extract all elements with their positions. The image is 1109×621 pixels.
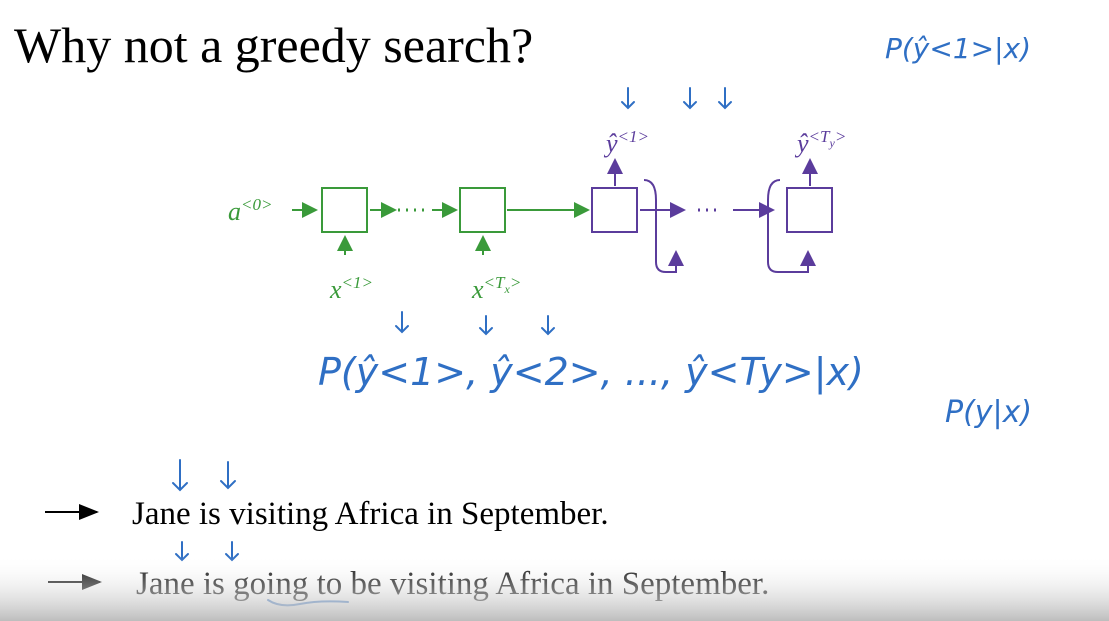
label-y1: ŷ<1>: [603, 127, 649, 158]
handwritten-note: P(ŷ<1>, ŷ<2>, ..., ŷ<Ty>|x): [318, 350, 864, 395]
label-sup: <1>: [618, 127, 649, 146]
encoder-cell: [321, 187, 368, 233]
label-sup: >: [835, 127, 846, 146]
label-xT: x<Tx>: [471, 273, 521, 304]
handwritten-note: P(y|x): [945, 395, 1032, 430]
label-sup: <1>: [342, 273, 373, 292]
label-sup: <T: [809, 127, 831, 146]
feedback-arrow: [767, 179, 816, 273]
title: Why not a greedy search?: [14, 17, 533, 73]
rnn-diagram: [292, 158, 833, 273]
label-base: ŷ: [794, 129, 809, 158]
handwritten-note: P(ŷ<1>|x): [885, 32, 1031, 65]
label-x1: x<1>: [329, 273, 373, 304]
decoder-cell: [786, 187, 833, 233]
label-base: x: [471, 275, 484, 304]
sentence: Jane is visiting Africa in September.: [132, 496, 609, 532]
label-base: ŷ: [603, 129, 618, 158]
decoder-cell: [591, 187, 638, 233]
encoder-cell: [459, 187, 506, 233]
label-yT: ŷ<Ty>: [794, 127, 846, 158]
label-base: x: [329, 275, 342, 304]
label-sup: >: [510, 273, 521, 292]
label-sup: <T: [484, 273, 506, 292]
label-a0: a<0>: [228, 195, 272, 226]
bottom-fade: [0, 555, 1109, 621]
label-sup: <0>: [241, 195, 272, 214]
feedback-arrow: [643, 179, 684, 273]
label-sub: x: [503, 282, 510, 296]
label-sub: y: [828, 136, 835, 150]
label-base: a: [228, 197, 241, 226]
